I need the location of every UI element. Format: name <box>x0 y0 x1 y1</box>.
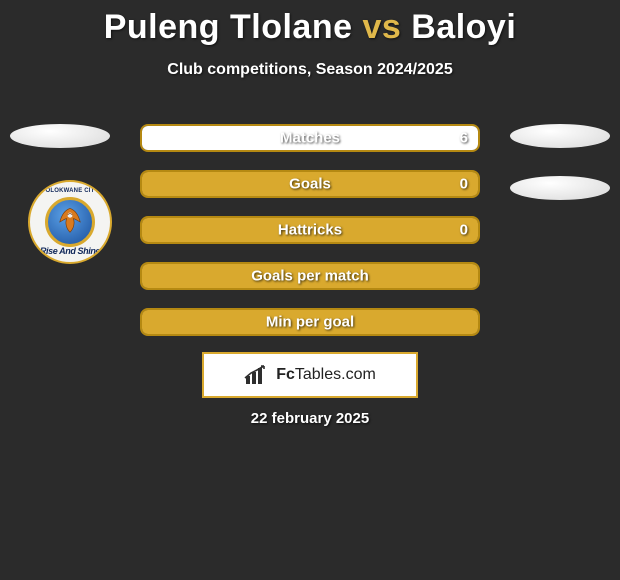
stat-value-b: 0 <box>460 176 468 193</box>
club-badge-top-text: POLOKWANE CITY <box>30 188 110 194</box>
subtitle: Club competitions, Season 2024/2025 <box>0 61 620 79</box>
brand-bold: Fc <box>276 366 295 383</box>
fctables-brand-box: FcTables.com <box>202 352 418 398</box>
stat-value-b: 6 <box>460 130 468 147</box>
stat-label: Matches <box>142 130 478 147</box>
stat-row: Matches6 <box>140 124 480 152</box>
player-a-photo-placeholder <box>10 124 110 148</box>
stat-row: Min per goal <box>140 308 480 336</box>
stat-label: Hattricks <box>142 222 478 239</box>
stat-label: Goals <box>142 176 478 193</box>
player-b-photo-placeholder <box>510 124 610 148</box>
club-badge-outer-ring: POLOKWANE CITY Rise And Shine <box>28 180 112 264</box>
stat-row: Hattricks0 <box>140 216 480 244</box>
title-player-a: Puleng Tlolane <box>104 8 353 46</box>
stat-value-b: 0 <box>460 222 468 239</box>
stat-row: Goals per match <box>140 262 480 290</box>
eagle-icon <box>53 203 87 237</box>
bar-chart-icon <box>244 364 270 386</box>
brand-text: FcTables.com <box>276 366 376 384</box>
date-text: 22 february 2025 <box>0 410 620 427</box>
stats-bars: Matches6Goals0Hattricks0Goals per matchM… <box>140 124 480 354</box>
player-b-club-placeholder <box>510 176 610 200</box>
club-badge-bottom-text: Rise And Shine <box>30 246 110 256</box>
page-title: Puleng Tlolane vs Baloyi <box>0 0 620 47</box>
title-vs: vs <box>362 8 401 46</box>
player-a-club-badge: POLOKWANE CITY Rise And Shine <box>20 180 120 266</box>
stat-label: Min per goal <box>142 314 478 331</box>
stat-row: Goals0 <box>140 170 480 198</box>
brand-rest: Tables.com <box>295 366 376 383</box>
stat-label: Goals per match <box>142 268 478 285</box>
title-player-b: Baloyi <box>411 8 516 46</box>
